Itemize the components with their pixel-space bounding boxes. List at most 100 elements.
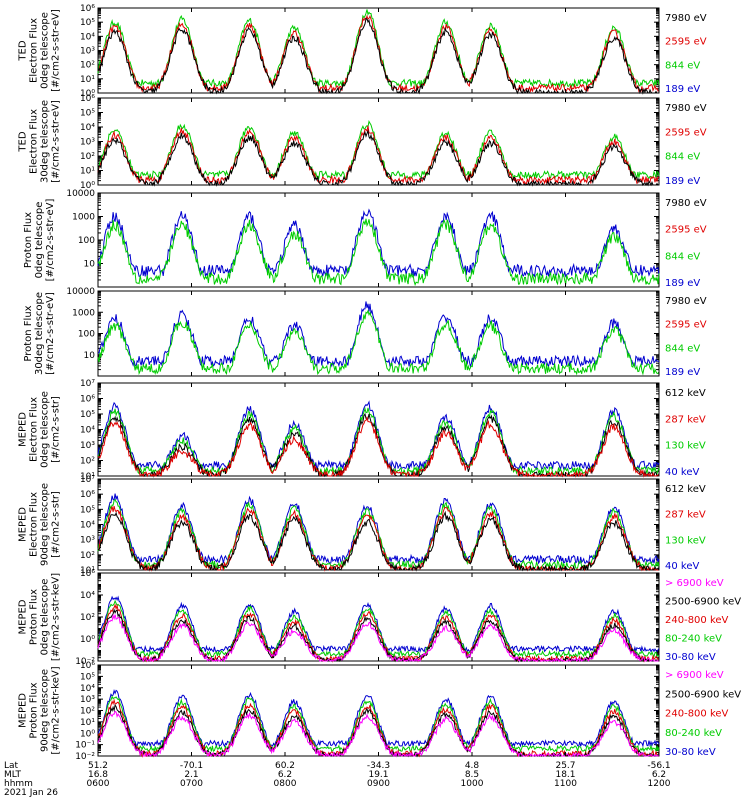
y-tick-label: 100	[78, 236, 95, 246]
x-tick-label: 60.2	[275, 761, 295, 771]
legend-entry: 612 keV	[665, 484, 706, 495]
y-axis-title-line: [#/cm2-s-str]	[51, 396, 62, 463]
y-tick-label: 10⁴	[80, 123, 95, 133]
legend-entry: 30-80 keV	[665, 747, 716, 758]
x-tick-label: 2.1	[184, 770, 198, 780]
series-trace	[97, 710, 660, 758]
y-axis-title-line: TED	[18, 40, 29, 61]
x-tick-label: 0700	[180, 779, 203, 789]
y-tick-label: 10⁵	[80, 18, 95, 28]
legend-entry: 240-800 keV	[665, 615, 729, 626]
y-tick-label: 10⁰	[80, 729, 95, 739]
y-axis-title: Proton Flux0deg telescope[#/cm2-s-str-eV…	[23, 199, 56, 282]
y-axis-title: MEPEDProton Flux0deg telescope[#/cm2-s-s…	[18, 573, 62, 661]
y-tick-label: 10¹	[80, 75, 95, 85]
y-tick-label: 10	[84, 260, 96, 270]
y-axis-title-line: [#/cm2-s-str]	[51, 491, 62, 558]
legend-entry: 2500-6900 keV	[665, 689, 741, 700]
y-tick-label: 10⁶	[80, 395, 95, 405]
y-axis-title-line: [#/cm2-s-str-keV]	[51, 666, 62, 754]
y-tick-label: 10	[84, 351, 96, 361]
y-axis-title-line: MEPED	[18, 412, 29, 447]
legend-entry: 7980 eV	[665, 103, 707, 114]
y-tick-label: 10⁵	[80, 672, 95, 682]
x-axis-row-label: MLT	[4, 770, 22, 780]
y-tick-label: 10⁴	[80, 591, 95, 601]
legend-entry: 844 eV	[665, 152, 700, 163]
y-tick-label: 10⁴	[80, 521, 95, 531]
legend-entry: 30-80 keV	[665, 652, 716, 663]
series-trace	[97, 208, 660, 278]
y-tick-label: 10¹	[80, 167, 95, 177]
panel-1: 10⁰ 10¹ 10² 10³ 10⁴ 10⁵ 10⁶ TEDElectron Flux0de…	[18, 4, 707, 99]
y-axis-title-line: Electron Flux	[29, 492, 40, 557]
y-tick-label: 10⁰	[80, 89, 95, 99]
y-axis-title-line: Electron Flux	[29, 397, 40, 462]
y-axis-title-line: Proton Flux	[23, 212, 34, 268]
y-axis-title-line: 0deg telescope	[40, 579, 51, 656]
y-tick-label: 10⁴	[80, 426, 95, 436]
y-tick-label: 10¹	[80, 718, 95, 728]
x-tick-label: -34.3	[367, 761, 390, 771]
legend-entry: 2595 eV	[665, 225, 707, 236]
y-tick-label: 10⁶	[80, 661, 95, 671]
legend-entry: 612 keV	[665, 388, 706, 399]
y-tick-label: 10³	[80, 47, 95, 57]
legend-entry: 40 keV	[665, 561, 699, 572]
y-tick-label: 1000	[72, 308, 95, 318]
y-tick-label: 10²	[80, 457, 95, 467]
y-axis-title-line: TED	[18, 131, 29, 152]
legend-entry: > 6900 keV	[665, 578, 724, 589]
y-tick-label: 10⁻²	[75, 752, 95, 762]
y-tick-label: 10²	[80, 61, 95, 71]
y-axis-title: MEPEDElectron Flux0deg telescope[#/cm2-s…	[18, 391, 62, 468]
x-tick-label: 0800	[274, 779, 297, 789]
x-tick-label: 16.8	[88, 770, 108, 780]
y-axis-title-line: Electron Flux	[29, 109, 40, 174]
x-tick-label: 0900	[367, 779, 390, 789]
series-trace	[97, 309, 660, 376]
y-axis-title-line: MEPED	[18, 507, 29, 542]
legend-entry: 189 eV	[665, 84, 700, 95]
y-axis-title-line: 90deg telescope	[40, 483, 51, 566]
y-axis-title-line: Proton Flux	[29, 682, 40, 738]
y-tick-label: 10⁻²	[75, 657, 95, 667]
y-axis-title: Proton Flux30deg telescope[#/cm2-s-str-e…	[23, 292, 56, 375]
series-trace	[97, 128, 660, 187]
legend-entry: 7980 eV	[665, 296, 707, 307]
x-tick-label: -56.1	[647, 761, 670, 771]
y-tick-label: 10⁰	[80, 635, 95, 645]
y-axis-title-line: 0deg telescope	[40, 12, 51, 89]
legend-entry: 189 eV	[665, 367, 700, 378]
series-trace	[97, 415, 660, 478]
legend-entry: 80-240 keV	[665, 634, 722, 645]
x-tick-label: 51.2	[88, 761, 108, 771]
y-tick-label: 100	[78, 330, 95, 340]
x-tick-label: 25.7	[555, 761, 575, 771]
legend-entry: 189 eV	[665, 278, 700, 289]
panel-6: 10¹ 10² 10³ 10⁴ 10⁵ 10⁶ 10⁷ MEPEDElectron Flux9…	[18, 475, 706, 576]
legend-entry: 2595 eV	[665, 37, 707, 48]
legend-entry: 844 eV	[665, 251, 700, 262]
legend-entry: 80-240 keV	[665, 728, 722, 739]
y-tick-label: 10⁶	[80, 94, 95, 104]
y-tick-label: 10⁵	[80, 410, 95, 420]
legend-entry: 2595 eV	[665, 320, 707, 331]
y-tick-label: 10⁶	[80, 4, 95, 14]
y-tick-label: 10²	[80, 551, 95, 561]
y-tick-label: 10⁷	[80, 379, 95, 389]
legend-entry: 844 eV	[665, 60, 700, 71]
y-tick-label: 10¹	[80, 472, 95, 482]
panel-frame	[97, 192, 660, 288]
y-axis-title-line: 30deg telescope	[34, 292, 45, 375]
legend-entry: 2595 eV	[665, 127, 707, 138]
series-trace	[97, 603, 660, 663]
series-trace	[97, 599, 660, 659]
x-tick-label: 0600	[87, 779, 110, 789]
y-axis-title-line: [#/cm2-s-str-eV]	[45, 199, 56, 282]
panel-4: 10 100 1000 10000 Proton Flux30deg telescope…	[23, 287, 707, 378]
y-axis-title: MEPEDProton Flux90deg telescope[#/cm2-s-…	[18, 666, 62, 754]
series-trace	[97, 406, 660, 476]
legend-entry: 287 keV	[665, 414, 706, 425]
